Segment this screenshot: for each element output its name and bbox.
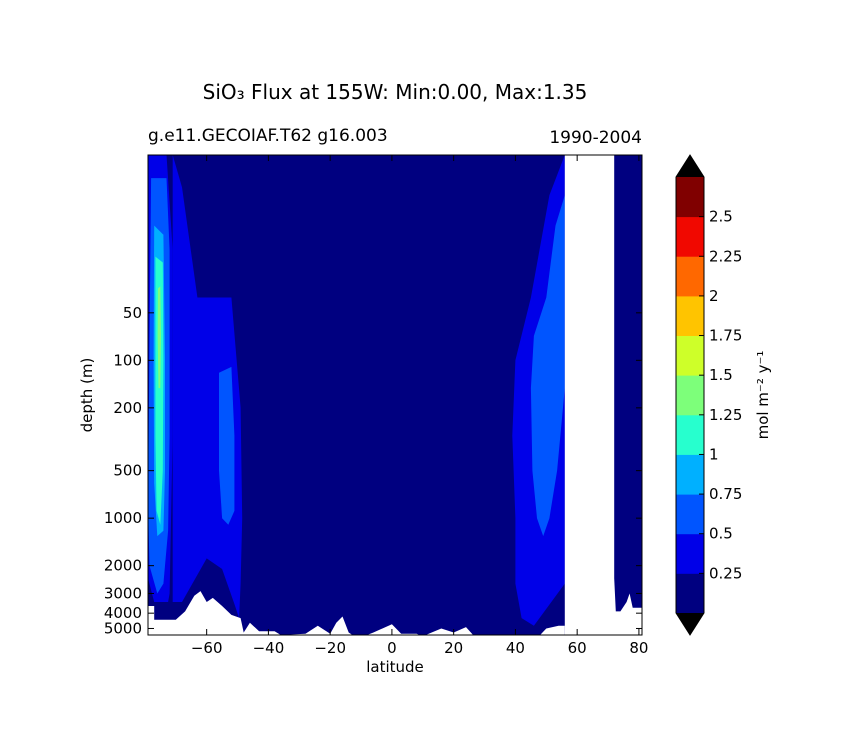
colorbar-segment [676,454,704,495]
chart-subtitle-right: 1990-2004 [549,128,642,148]
y-tick-label: 200 [113,399,142,417]
contour-fields [148,155,565,626]
x-tick-label: −60 [191,639,223,657]
colorbar-tick-label: 1.75 [709,327,742,345]
contour-region-5 [155,256,164,525]
land-mask [148,155,642,635]
colorbar-segment [676,295,704,336]
contour-region-6 [157,286,161,389]
x-axis: −60 −40 −20 0 20 40 60 80 [191,155,648,657]
colorbar-tick-label: 1.25 [709,406,742,424]
colorbar-tick-label: 2 [709,287,719,305]
colorbar-segment [676,256,704,297]
colorbar-label: mol m⁻² y⁻¹ [754,351,772,440]
colorbar-segment [676,414,704,455]
contour-region-3 [219,366,235,525]
x-tick-label: −40 [253,639,285,657]
colorbar-segment [676,335,704,376]
colorbar-tick-label: 0.25 [709,564,742,582]
y-tick-label: 100 [113,351,142,369]
y-tick-label: 3000 [104,584,142,602]
x-tick-label: 40 [506,639,525,657]
x-tick-label: 60 [568,639,587,657]
y-axis-label: depth (m) [78,358,96,433]
contour-region-8 [530,195,565,537]
x-tick-label: −20 [314,639,346,657]
colorbar: 0.25 0.5 0.75 1 1.25 1.5 1.75 2 2.25 2.5 [675,154,742,636]
y-tick-label: 2000 [104,557,142,575]
colorbar-tick-label: 1.5 [709,366,733,384]
colorbar-outline [675,154,705,636]
colorbar-segment [676,573,704,614]
x-tick-label: 80 [629,639,648,657]
x-tick-label: 0 [387,639,397,657]
colorbar-tick-label: 2.5 [709,208,733,226]
colorbar-extend-min [676,613,704,635]
y-tick-label: 50 [123,304,142,322]
x-tick-label: 20 [444,639,463,657]
colorbar-segment [676,494,704,535]
chart-subtitle-left: g.e11.GECOIAF.T62 g16.003 [148,126,388,146]
plot-frame [147,154,643,636]
colorbar-tick-label: 1 [709,445,719,463]
land-column-mask [564,155,642,635]
y-tick-label: 5000 [104,619,142,637]
colorbar-segment [676,375,704,416]
colorbar-segment [676,216,704,257]
chart-title: SiO₃ Flux at 155W: Min:0.00, Max:1.35 [203,80,588,104]
x-axis-label: latitude [366,658,424,676]
colorbar-segment [676,533,704,574]
colorbar-extend-max [676,155,704,177]
colorbar-segment [676,177,704,218]
y-tick-label: 1000 [104,509,142,527]
colorbar-tick-label: 2.25 [709,247,742,265]
seafloor-mask [148,591,565,635]
colorbar-tick-label: 0.5 [709,525,733,543]
y-tick-label: 500 [113,462,142,480]
y-tick-label: 4000 [104,604,142,622]
colorbar-tick-label: 0.75 [709,485,742,503]
